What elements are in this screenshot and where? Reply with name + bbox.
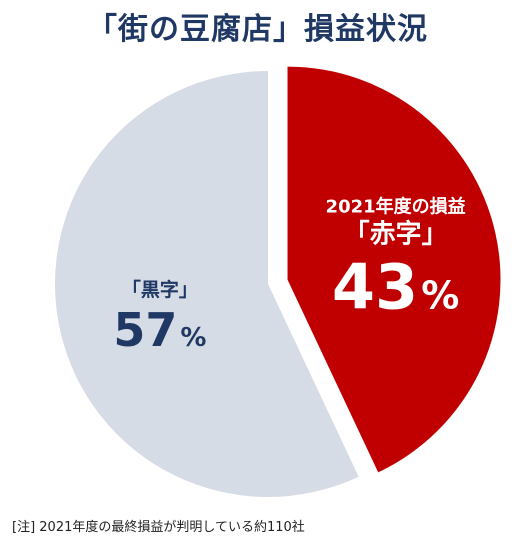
chart-footnote: [注] 2021年度の最終損益が判明している約110社 [12, 520, 305, 535]
slice-value-1: 57% [113, 303, 206, 357]
slice-label-0-0: 2021年度の損益 [326, 195, 466, 217]
pie-slice-1 [54, 71, 359, 497]
slice-label-1-0: 「黒字」 [122, 278, 198, 301]
pie-slice-0 [287, 66, 501, 473]
slice-label-0-1: 「赤字」 [344, 218, 448, 249]
slice-value-0: 43% [332, 250, 459, 323]
chart-title: 「街の豆腐店」損益状況 [87, 12, 428, 47]
